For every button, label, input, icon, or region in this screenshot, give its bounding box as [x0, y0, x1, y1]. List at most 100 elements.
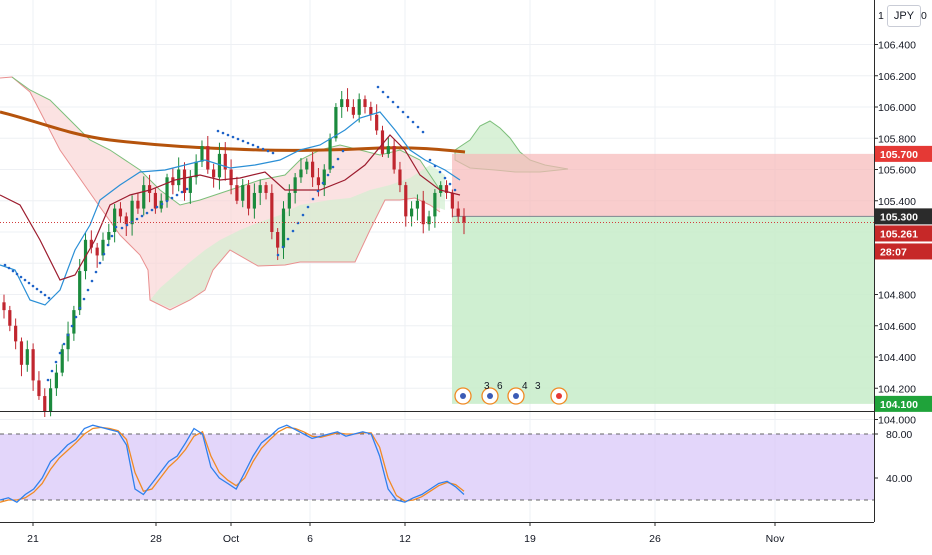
psar-dot: [54, 360, 58, 364]
candle-down[interactable]: [450, 189, 454, 218]
psar-dot: [125, 223, 129, 227]
candle-up[interactable]: [357, 93, 361, 123]
psar-dot: [386, 95, 390, 99]
candle-down[interactable]: [444, 180, 449, 199]
candle-down[interactable]: [392, 139, 396, 174]
candle-down[interactable]: [246, 179, 251, 216]
candle-up[interactable]: [188, 170, 192, 204]
candle-down[interactable]: [369, 101, 373, 121]
candle-down[interactable]: [375, 104, 379, 135]
candle-up[interactable]: [328, 133, 332, 173]
candle-up[interactable]: [305, 158, 309, 175]
psar-dot: [23, 278, 27, 282]
candle-down[interactable]: [182, 162, 187, 201]
psar-dot: [15, 272, 19, 276]
candle-up[interactable]: [386, 137, 390, 158]
candle-up[interactable]: [415, 194, 420, 221]
stop-loss-zone[interactable]: [452, 153, 874, 217]
candle-down[interactable]: [19, 337, 24, 377]
candle-down[interactable]: [2, 294, 6, 319]
price-tag-entry[interactable]: [875, 208, 932, 225]
candle-down[interactable]: [153, 188, 157, 214]
psar-dot: [102, 252, 106, 256]
candle-body: [380, 130, 385, 154]
candle-down[interactable]: [89, 230, 93, 254]
psar-dot: [266, 149, 270, 153]
candle-down[interactable]: [43, 388, 47, 418]
price-tag-stop-loss[interactable]: [875, 145, 932, 162]
candle-down[interactable]: [311, 151, 315, 187]
candle-up[interactable]: [25, 340, 29, 372]
price-tag-take-profit[interactable]: [875, 395, 932, 412]
candle-down[interactable]: [380, 125, 385, 158]
price-tag-last-price[interactable]: [875, 225, 932, 242]
psar-dot: [401, 110, 405, 114]
take-profit-zone[interactable]: [452, 216, 874, 404]
candle-down[interactable]: [14, 318, 18, 350]
candle-up[interactable]: [78, 258, 82, 316]
candle-up[interactable]: [439, 181, 443, 197]
psar-dot: [301, 213, 305, 217]
candle-up[interactable]: [101, 232, 105, 261]
candle-body: [392, 146, 396, 170]
candle-up[interactable]: [427, 210, 431, 231]
psar-dot: [106, 243, 110, 247]
candle-down[interactable]: [136, 193, 140, 214]
candle-down[interactable]: [235, 176, 239, 205]
psar-dot: [336, 157, 340, 161]
candle-down[interactable]: [351, 99, 355, 119]
event-marker-dot: [513, 393, 519, 399]
candle-down[interactable]: [404, 181, 408, 227]
candle-down[interactable]: [212, 163, 216, 188]
candle-down[interactable]: [456, 201, 460, 224]
candle-up[interactable]: [60, 344, 64, 377]
candle-down[interactable]: [462, 208, 466, 235]
candle-down[interactable]: [223, 142, 227, 181]
candle-up[interactable]: [433, 189, 437, 228]
candle-down[interactable]: [363, 95, 367, 114]
candle-up[interactable]: [217, 142, 222, 190]
candle-down[interactable]: [345, 88, 350, 112]
candle-body: [456, 208, 460, 217]
candle-down[interactable]: [118, 202, 123, 223]
candle-up[interactable]: [177, 157, 181, 192]
currency-badge[interactable]: JPY: [887, 5, 921, 27]
candle-down[interactable]: [147, 174, 152, 203]
candle-down[interactable]: [8, 305, 12, 332]
candle-down[interactable]: [270, 184, 274, 240]
candle-down[interactable]: [229, 159, 233, 195]
candle-up[interactable]: [66, 321, 70, 362]
candle-down[interactable]: [264, 181, 268, 200]
candle-up[interactable]: [299, 157, 303, 183]
candle-down[interactable]: [398, 161, 402, 193]
candle-up[interactable]: [54, 364, 59, 396]
candle-body: [241, 185, 245, 201]
candle-down[interactable]: [37, 371, 41, 400]
candle-up[interactable]: [241, 178, 245, 208]
price-tag-countdown[interactable]: [875, 243, 932, 260]
candle-up[interactable]: [113, 203, 117, 243]
candle-up[interactable]: [293, 173, 297, 204]
candle-up[interactable]: [258, 179, 262, 206]
candle-up[interactable]: [200, 140, 204, 168]
candle-body: [48, 388, 53, 412]
candle-up[interactable]: [281, 201, 286, 259]
candle-down[interactable]: [206, 135, 210, 174]
candle-down[interactable]: [421, 190, 425, 234]
candle-up[interactable]: [252, 183, 256, 219]
candle-body: [316, 177, 321, 186]
candle-down[interactable]: [31, 343, 35, 391]
candle-up[interactable]: [142, 176, 146, 216]
candle-up[interactable]: [194, 154, 198, 185]
candle-up[interactable]: [322, 164, 326, 197]
candle-up[interactable]: [340, 91, 344, 118]
candle-up[interactable]: [48, 378, 53, 417]
candle-up[interactable]: [72, 305, 76, 341]
psar-dot: [271, 151, 275, 155]
psar-dot: [94, 270, 98, 274]
candle-up[interactable]: [130, 195, 134, 236]
candle-body: [299, 169, 303, 178]
candle-down[interactable]: [95, 242, 99, 268]
candle-up[interactable]: [107, 223, 111, 247]
